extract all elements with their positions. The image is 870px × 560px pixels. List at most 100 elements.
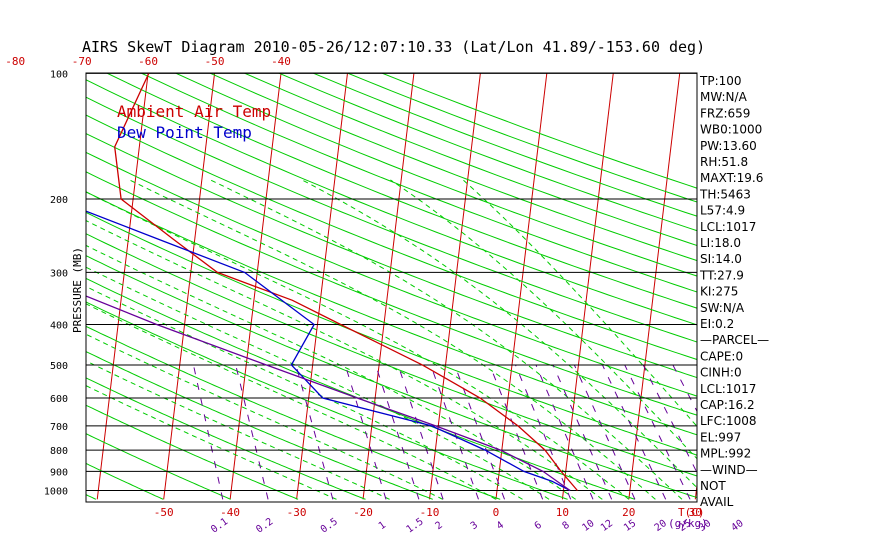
- index-value: CAPE:0: [700, 349, 743, 363]
- mixing-ratio-label: 4: [495, 520, 506, 532]
- index-value: L57:4.9: [700, 204, 745, 218]
- index-value: KI:275: [700, 285, 738, 299]
- pressure-tick-label: 200: [50, 195, 68, 206]
- mixing-ratio-label: 1.5: [405, 516, 426, 535]
- mixing-ratio-label: 0.1: [209, 516, 230, 535]
- index-value: MW:N/A: [700, 90, 748, 104]
- dry-adiabat-line: [86, 351, 433, 500]
- pressure-tick-label: 1000: [44, 487, 68, 498]
- parcel-line: [86, 295, 571, 492]
- top-temp-tick-label: -60: [138, 55, 158, 68]
- mixing-ratio-label: 0.5: [319, 516, 340, 535]
- isotherm-line: [828, 73, 870, 499]
- index-value: NOT: [700, 479, 726, 493]
- dew-point-temp-line: [86, 210, 571, 492]
- dry-adiabat-line: [105, 73, 697, 309]
- moist-adiabat-line: [129, 179, 656, 500]
- mixing-ratio-line: [295, 364, 334, 500]
- dry-adiabat-line: [277, 73, 697, 232]
- pressure-tick-label: 500: [50, 361, 68, 372]
- legend-entry: Ambient Air Temp: [117, 102, 271, 121]
- dry-adiabat-line: [86, 171, 697, 416]
- plot-frame: [85, 72, 698, 503]
- bottom-temp-tick-label: -50: [154, 506, 174, 519]
- axis-labels: 0.1 0.2 0.5 1 1.5 2 3 4 6 8 10 12 15 20 25 30 4010020030…: [5, 55, 745, 536]
- isotherm-line: [362, 73, 415, 500]
- dry-adiabat-line: [174, 73, 697, 277]
- dry-adiabat-line: [139, 73, 697, 293]
- mixing-ratio-label: 10: [580, 518, 596, 534]
- pressure-tick-label: 800: [50, 446, 68, 457]
- index-value: LFC:1008: [700, 414, 757, 428]
- mixing-ratio-line: [397, 364, 444, 500]
- mixing-ratio-line: [624, 364, 691, 500]
- dry-adiabat-line: [86, 211, 697, 456]
- moist-adiabat-line: [86, 191, 630, 500]
- temp-unit-label: T(C): [678, 506, 705, 519]
- top-temp-tick-label: -50: [205, 55, 225, 68]
- mixing-ratio-label: 0.2: [254, 516, 275, 535]
- legend-entry: Dew Point Temp: [117, 123, 252, 142]
- moist-adiabat-line: [210, 179, 683, 500]
- dry-adiabat-line: [86, 325, 501, 500]
- index-value: EI:0.2: [700, 317, 734, 331]
- mixing-ratio-line: [515, 364, 572, 500]
- mixing-ratio-line: [192, 364, 224, 500]
- index-value: —PARCEL—: [700, 333, 769, 347]
- mixing-ratio-line: [344, 364, 387, 500]
- index-panel: TP:100 MW:N/A FRZ:659 WB0:1000 PW:13.60 RH:51…: [699, 74, 769, 509]
- index-value: TT:27.9: [699, 268, 744, 282]
- mixing-ratio-label: 12: [599, 518, 615, 534]
- isotherm-line: [495, 73, 548, 500]
- mixing-ratio-line: [573, 364, 636, 500]
- mixing-ratio-line: [235, 364, 269, 500]
- index-value: TP:100: [699, 74, 742, 88]
- index-value: SW:N/A: [700, 301, 745, 315]
- index-value: MPL:992: [700, 447, 751, 461]
- bottom-temp-tick-label: -40: [220, 506, 240, 519]
- index-value: LI:18.0: [700, 236, 741, 250]
- mixing-ratio-line: [601, 364, 667, 500]
- dry-adiabat-line: [242, 73, 697, 247]
- mixing-ratio-line: [375, 364, 420, 500]
- index-value: LCL:1017: [700, 220, 756, 234]
- index-value: FRZ:659: [700, 106, 750, 120]
- isotherm-line: [762, 73, 813, 499]
- isotherm-line: [163, 73, 216, 500]
- pressure-tick-label: 700: [50, 422, 68, 433]
- index-value: —WIND—: [700, 463, 758, 477]
- mixing-ratio-label: 2: [434, 520, 445, 532]
- legend: Ambient Air Temp Dew Point Temp: [117, 102, 271, 142]
- mixing-ratio-label: 20: [653, 518, 669, 534]
- moist-adiabat-line: [86, 285, 523, 500]
- moist-adiabat-line: [86, 360, 390, 500]
- dry-adiabat-line: [86, 233, 697, 477]
- ambient-air-temp-line: [114, 73, 578, 491]
- index-value: LCL:1017: [700, 382, 756, 396]
- mixing-ratio-label: 40: [729, 518, 745, 534]
- top-temp-tick-label: -40: [271, 55, 291, 68]
- dry-adiabat-line: [86, 79, 697, 326]
- moist-adiabat-line: [86, 385, 337, 500]
- mixing-ratio-label: 1: [377, 520, 388, 532]
- isotherm-line: [0, 73, 15, 499]
- moist-adiabat-line: [86, 220, 603, 500]
- bottom-temp-tick-label: 0: [493, 506, 500, 519]
- index-value: MAXT:19.6: [700, 171, 763, 185]
- dry-adiabat-line: [86, 191, 697, 436]
- pressure-tick-label: 300: [50, 268, 68, 279]
- mixing-ratio-label: 3: [469, 520, 480, 532]
- index-value: WB0:1000: [700, 123, 762, 137]
- mixing-ratio-line: [552, 364, 613, 500]
- moist-adiabat-line: [86, 266, 550, 500]
- index-value: RH:51.8: [700, 155, 748, 169]
- mixing-ratio-grid: [192, 364, 697, 500]
- mixing-ratio-label: 6: [533, 520, 544, 532]
- index-value: CINH:0: [700, 366, 742, 380]
- moist-adiabat-grid: [86, 179, 697, 500]
- top-temp-tick-label: -70: [72, 55, 92, 68]
- mixing-ratio-unit-label: (g/kg): [668, 517, 708, 530]
- mixing-ratio-label: 8: [561, 520, 572, 532]
- isotherm-line: [96, 73, 149, 500]
